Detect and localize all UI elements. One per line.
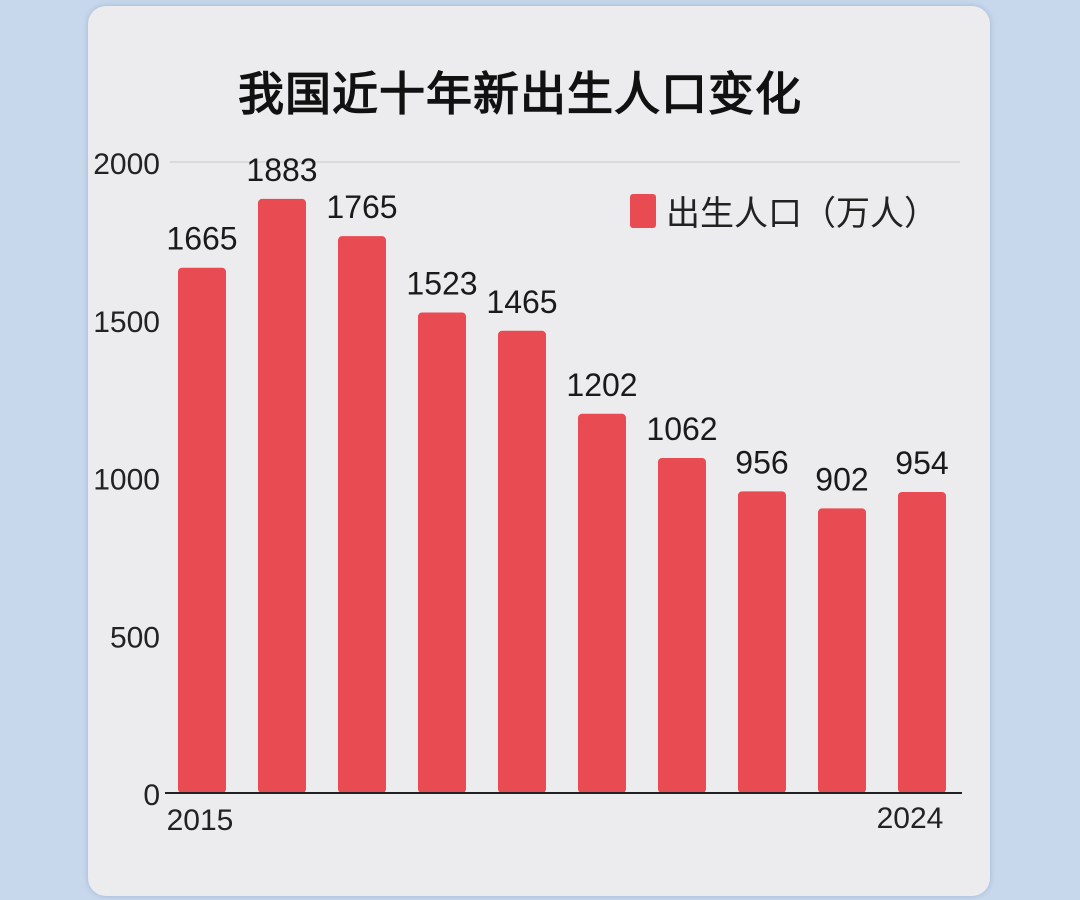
data-label: 1465: [486, 284, 557, 320]
data-label: 1202: [566, 367, 637, 403]
bar: [178, 267, 226, 793]
bar: [738, 491, 786, 793]
bar: [898, 492, 946, 793]
bar: [498, 330, 546, 793]
y-tick-label: 500: [110, 621, 160, 654]
bar: [578, 413, 626, 793]
y-tick-label: 2000: [93, 148, 160, 181]
data-label: 954: [895, 445, 948, 481]
x-tick-label: 2024: [877, 802, 944, 835]
bar: [338, 236, 386, 793]
data-label: 956: [735, 444, 788, 480]
bar: [818, 508, 866, 793]
y-tick-label: 1000: [93, 464, 160, 497]
x-tick-label: 2015: [167, 804, 234, 837]
bar: [658, 457, 706, 793]
data-label: 1665: [166, 221, 237, 257]
chart-title: 我国近十年新出生人口变化: [238, 67, 802, 121]
bar: [418, 312, 466, 793]
y-tick-label: 1500: [93, 306, 160, 339]
y-tick-label: 0: [143, 779, 160, 812]
data-label: 1883: [246, 152, 317, 188]
legend-swatch: [630, 193, 656, 228]
data-label: 1765: [326, 189, 397, 225]
data-label: 1523: [406, 265, 477, 301]
data-label: 902: [815, 461, 868, 497]
data-label: 1062: [646, 411, 717, 447]
legend: 出生人口（万人）: [630, 186, 938, 235]
bar: [258, 198, 306, 793]
legend-label: 出生人口（万人）: [666, 194, 938, 234]
